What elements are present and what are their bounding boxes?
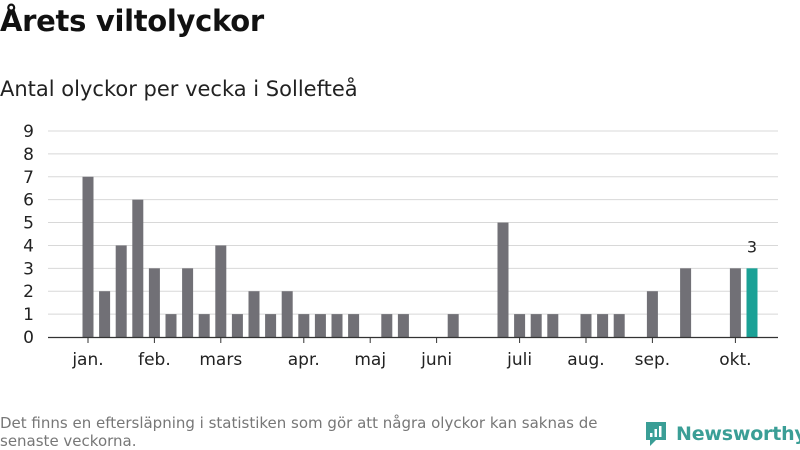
x-tick-label: sep. (635, 350, 671, 370)
bar (514, 314, 526, 337)
y-tick-label: 6 (23, 191, 34, 211)
bar (281, 291, 293, 337)
y-tick-label: 3 (23, 259, 34, 279)
bar (298, 314, 310, 337)
footnote: Det finns en eftersläpning i statistiken… (0, 414, 598, 450)
bar (646, 291, 658, 337)
bar (397, 314, 409, 337)
bar (215, 245, 227, 337)
chart-subtitle: Antal olyckor per vecka i Sollefteå (0, 77, 358, 101)
y-tick-label: 7 (23, 168, 34, 188)
bar (265, 314, 277, 337)
bar (597, 314, 609, 337)
bar (613, 314, 625, 337)
highlight-value-label: 3 (747, 237, 757, 256)
y-tick-label: 0 (23, 328, 34, 348)
bar (331, 314, 343, 337)
newsworthy-logo-icon (646, 422, 666, 446)
bar (182, 268, 194, 337)
x-axis-ticks: jan. feb. mars apr. maj juni juli aug. sep. okt. (71, 337, 752, 370)
bar (165, 314, 177, 337)
bar (198, 314, 210, 337)
gridlines (48, 130, 778, 315)
y-axis-ticks: 0 1 2 3 45 6 7 8 9 (23, 122, 34, 348)
bar (729, 268, 741, 337)
bar (148, 268, 160, 337)
x-tick-label: feb. (138, 350, 171, 370)
bar (547, 314, 559, 337)
y-tick-label: 9 (23, 122, 34, 142)
bar (580, 314, 592, 337)
bar (530, 314, 542, 337)
y-tick-label: 5 (23, 214, 34, 234)
brand-logo: Newsworthy (644, 420, 800, 448)
x-tick-label: mars (199, 350, 242, 370)
x-tick-label: okt. (719, 350, 751, 370)
x-tick-label: juli (506, 350, 532, 370)
bar (348, 314, 360, 337)
x-tick-label: apr. (288, 350, 320, 370)
bar-chart: 0 1 2 3 45 6 7 8 9 jan. feb. mars apr. maj juni juli au… (23, 122, 778, 370)
bar (497, 222, 509, 337)
bars (82, 176, 758, 337)
bar (248, 291, 260, 337)
bar (132, 199, 144, 337)
y-tick-label: 8 (23, 145, 34, 165)
x-tick-label: maj (354, 350, 386, 370)
y-tick-label: 2 (23, 282, 34, 302)
bar-highlight (746, 268, 758, 337)
chart-title: Årets viltolyckor (0, 4, 264, 38)
y-tick-label: 1 (23, 305, 34, 325)
bar (115, 245, 127, 337)
bar (231, 314, 243, 337)
bar (82, 176, 94, 337)
x-tick-label: jan. (71, 350, 103, 370)
x-tick-label: juni (420, 350, 452, 370)
x-tick-label: aug. (567, 350, 604, 370)
data-labels: 3 (747, 237, 757, 256)
bar (447, 314, 459, 337)
bar (381, 314, 393, 337)
bar (314, 314, 326, 337)
bar (680, 268, 692, 337)
y-tick-label: 4 (23, 236, 34, 256)
bar (99, 291, 111, 337)
brand-name: Newsworthy (676, 423, 800, 445)
